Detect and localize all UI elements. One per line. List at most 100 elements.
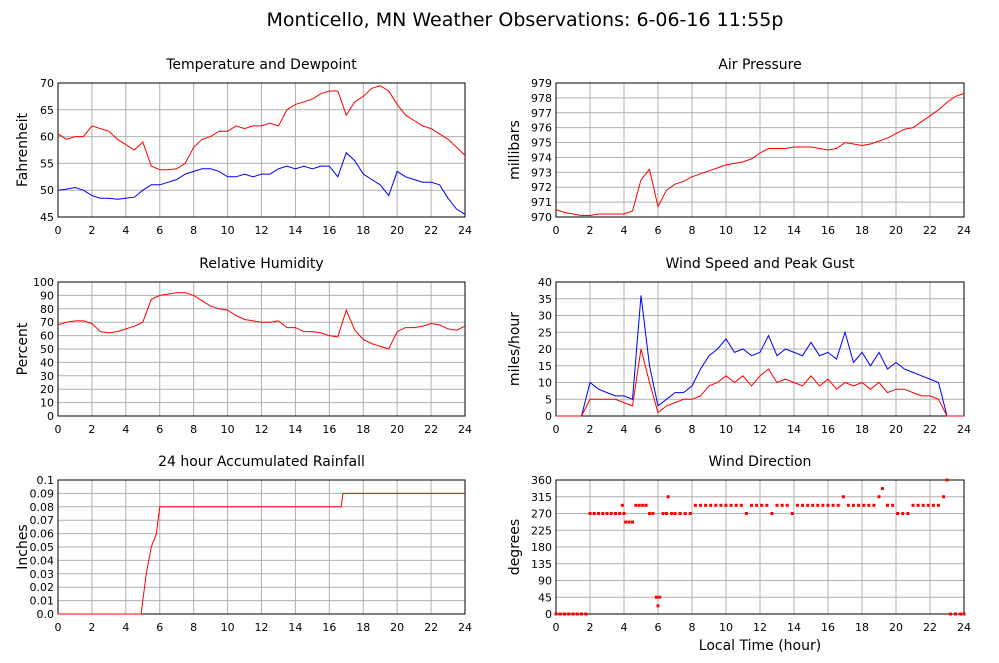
panel-title: Temperature and Dewpoint: [165, 57, 357, 73]
y-tick-label: 0.04: [30, 554, 55, 567]
x-tick-label: 2: [88, 224, 95, 237]
x-tick-label: 14: [787, 621, 801, 634]
y-tick-label: 977: [531, 107, 552, 120]
data-point: [605, 512, 609, 515]
x-tick-label: 18: [855, 423, 869, 436]
data-point: [666, 495, 670, 499]
x-tick-label: 24: [957, 621, 971, 634]
data-point: [942, 495, 946, 499]
page-title: Monticello, MN Weather Observations: 6-0…: [267, 9, 784, 31]
x-tick-label: 12: [255, 224, 269, 237]
data-line: [556, 348, 964, 417]
data-point: [790, 512, 794, 515]
data-point: [785, 503, 789, 507]
data-point: [906, 512, 910, 515]
x-tick-label: 6: [156, 423, 163, 436]
y-tick-label: 970: [531, 211, 552, 224]
data-point: [648, 512, 651, 515]
data-point: [811, 503, 815, 507]
data-point: [651, 512, 655, 515]
data-point: [597, 512, 600, 515]
x-tick-label: 14: [288, 621, 302, 634]
y-tick-label: 0.03: [30, 568, 55, 581]
x-tick-label: 0: [55, 224, 62, 237]
y-tick-label: 270: [531, 508, 552, 521]
data-point: [911, 503, 915, 507]
y-tick-label: 25: [538, 326, 552, 339]
panel-title: 24 hour Accumulated Rainfall: [158, 454, 365, 470]
y-tick-label: 30: [538, 310, 552, 323]
data-point: [862, 503, 866, 507]
data-point: [880, 487, 884, 491]
x-tick-label: 0: [553, 224, 560, 237]
data-point: [959, 612, 963, 616]
data-point: [916, 503, 920, 507]
data-point: [699, 503, 702, 507]
x-tick-label: 18: [855, 621, 869, 634]
x-tick-label: 16: [322, 423, 336, 436]
y-tick-label: 0.0: [37, 608, 55, 621]
plot-frame: [57, 281, 466, 417]
x-tick-label: 12: [753, 621, 767, 634]
panel-title: Wind Speed and Peak Gust: [666, 256, 855, 272]
y-tick-label: 0.02: [30, 581, 55, 594]
data-point: [634, 503, 638, 507]
x-tick-label: 12: [753, 423, 767, 436]
y-tick-label: 45: [538, 591, 552, 604]
data-point: [609, 512, 613, 515]
data-point: [816, 503, 820, 507]
x-tick-label: 0: [55, 621, 62, 634]
x-tick-label: 8: [190, 423, 197, 436]
data-point: [795, 503, 799, 507]
y-tick-label: 5: [545, 393, 552, 406]
x-tick-label: 4: [621, 224, 628, 237]
x-tick-label: 10: [221, 224, 235, 237]
x-tick-label: 4: [621, 423, 628, 436]
x-tick-label: 22: [424, 224, 438, 237]
data-point: [614, 512, 617, 515]
y-tick-label: 40: [538, 276, 552, 289]
x-tick-label: 8: [689, 423, 696, 436]
data-point: [775, 503, 779, 507]
y-tick-label: 0.08: [30, 501, 55, 514]
y-tick-label: 45: [40, 211, 54, 224]
x-tick-label: 12: [255, 621, 269, 634]
data-point: [563, 612, 566, 616]
data-point: [714, 503, 718, 507]
data-point: [729, 503, 733, 507]
x-tick-label: 4: [122, 423, 129, 436]
data-point: [765, 503, 769, 507]
x-tick-label: 20: [889, 621, 903, 634]
y-tick-label: 971: [531, 196, 552, 209]
y-axis-label: millibars: [507, 120, 523, 180]
plot-frame: [57, 82, 466, 218]
x-tick-label: 8: [689, 621, 696, 634]
data-point: [654, 595, 658, 599]
data-point: [709, 503, 713, 507]
panel-title: Relative Humidity: [199, 256, 323, 272]
data-point: [945, 478, 949, 482]
data-point: [558, 612, 562, 616]
data-point: [760, 503, 764, 507]
data-line: [57, 85, 466, 171]
y-tick-label: 225: [531, 524, 552, 537]
x-tick-label: 2: [587, 224, 594, 237]
y-tick-label: 0: [47, 410, 54, 423]
y-tick-label: 979: [531, 77, 552, 90]
x-tick-label: 14: [288, 423, 302, 436]
x-tick-label: 22: [923, 621, 937, 634]
x-tick-label: 20: [889, 224, 903, 237]
x-tick-label: 22: [923, 423, 937, 436]
y-tick-label: 70: [40, 316, 54, 329]
y-tick-label: 50: [40, 184, 54, 197]
x-tick-label: 16: [821, 621, 835, 634]
data-point: [631, 520, 634, 524]
data-point: [921, 503, 925, 507]
data-point: [724, 503, 728, 507]
data-line: [555, 92, 965, 216]
y-axis-label: Fahrenheit: [15, 112, 31, 187]
data-point: [673, 512, 677, 515]
